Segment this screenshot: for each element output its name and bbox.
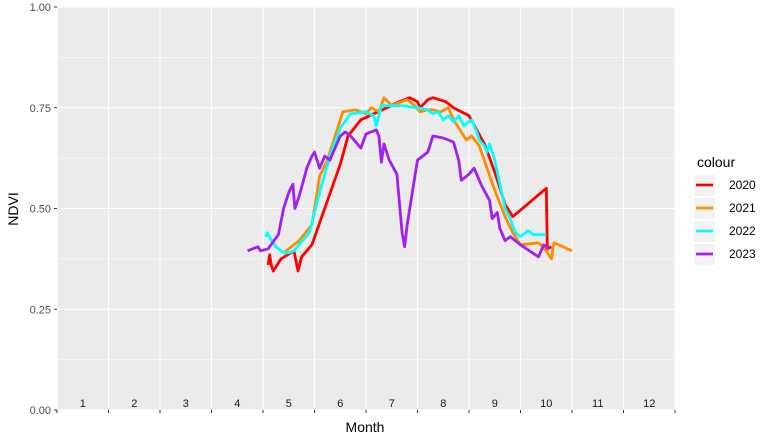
y-axis: 0.00 0.25 0.50 0.75 1.00: [30, 2, 57, 417]
month-label: 11: [592, 398, 603, 410]
month-label: 7: [389, 398, 395, 410]
month-label: 6: [337, 398, 343, 410]
y-tick-label: 0.75: [30, 103, 51, 115]
month-label: 9: [492, 398, 498, 410]
legend: colour 2020 2021 2022 2023: [694, 154, 756, 265]
legend-label-2021: 2021: [729, 201, 756, 215]
series-line-2021: [282, 96, 573, 261]
month-label: 10: [540, 398, 552, 410]
y-tick-label: 0.50: [30, 204, 51, 216]
legend-label-2022: 2022: [729, 224, 756, 238]
y-axis-title: NDVI: [5, 192, 21, 225]
series-lines: [247, 96, 573, 273]
legend-title: colour: [697, 154, 735, 170]
month-label: 12: [643, 398, 655, 410]
month-label: 8: [440, 398, 446, 410]
series-line-2022: [264, 104, 547, 255]
y-tick-label: 1.00: [30, 2, 51, 14]
month-label: 4: [234, 398, 240, 410]
month-label: 2: [131, 398, 137, 410]
month-label: 1: [80, 398, 86, 410]
month-labels: 1 2 3 4 5 6 7 8 9 10 11 12: [80, 398, 656, 410]
legend-label-2020: 2020: [729, 178, 756, 192]
month-label: 3: [183, 398, 189, 410]
x-axis-title: Month: [346, 419, 385, 435]
y-tick-label: 0.25: [30, 304, 51, 316]
series-line-2023: [247, 128, 550, 259]
legend-label-2023: 2023: [729, 247, 756, 261]
y-tick-label: 0.00: [30, 405, 51, 417]
x-axis: [56, 410, 676, 413]
month-label: 5: [286, 398, 292, 410]
